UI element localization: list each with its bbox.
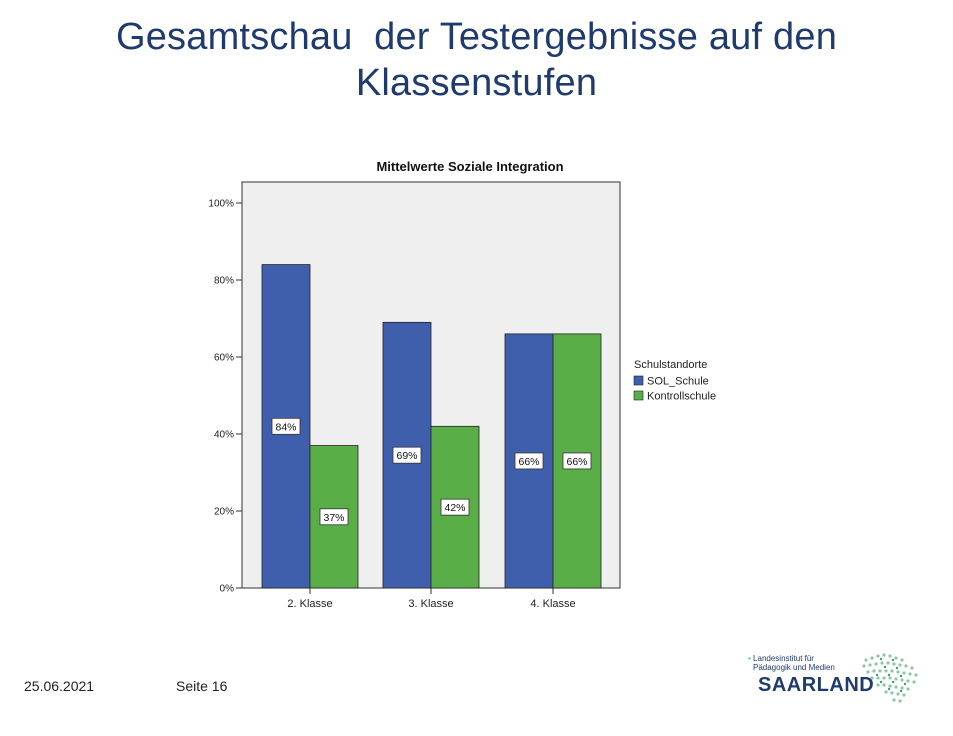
x-tick-label: 3. Klasse [408, 598, 453, 610]
saarland-map-icon [862, 653, 918, 703]
legend-title: Schulstandorte [634, 359, 707, 371]
logo-dot-icon: • [748, 654, 751, 663]
x-axis: 2. Klasse 3. Klasse 4. Klasse [287, 588, 576, 610]
data-label-box [319, 508, 349, 526]
y-tick-label: 100% [208, 199, 234, 210]
y-tick-label: 80% [214, 276, 234, 287]
data-label-text: 37% [323, 512, 344, 524]
footer-date: 25.06.2021 [24, 678, 95, 694]
chart-title: Mittelwerte Soziale Integration [376, 159, 563, 174]
logo-subtitle-line-2: Pädagogik und Medien [753, 663, 835, 672]
y-tick-label: 0% [220, 584, 235, 595]
data-label-text: 66% [518, 456, 539, 468]
y-tick-label: 60% [214, 353, 234, 364]
legend-item-label: SOL_Schule [647, 376, 709, 388]
y-tick-label: 20% [214, 507, 234, 518]
y-axis: 0% 20% 40% 60% 80% 100% [208, 199, 242, 595]
x-tick-label: 4. Klasse [530, 598, 575, 610]
footer-page-number: Seite 16 [176, 678, 228, 694]
slide-title: Gesamtschau der Testergebnisse auf den K… [0, 14, 953, 106]
data-label: 84% [271, 417, 301, 435]
data-label-text: 42% [444, 502, 465, 514]
legend: Schulstandorte SOL_Schule Kontrollschule [633, 359, 716, 403]
data-label: 66% [562, 452, 592, 470]
data-label-text: 84% [275, 421, 296, 433]
y-tick-label: 40% [214, 430, 234, 441]
data-label: 37% [319, 508, 349, 526]
slide-title-line-2: Klassenstufen [355, 62, 598, 104]
data-label: 42% [440, 498, 470, 516]
legend-swatch [633, 375, 644, 386]
data-label-box [562, 452, 592, 470]
x-tick-label: 2. Klasse [287, 598, 332, 610]
legend-item-label: Kontrollschule [647, 391, 716, 403]
data-labels: 84% 37% 69% 42% 66% 66% [271, 417, 592, 526]
logo-name: SAARLAND [758, 674, 875, 696]
data-label-text: 66% [566, 456, 587, 468]
data-label-box [440, 498, 470, 516]
bars [261, 264, 602, 589]
data-label-box [392, 446, 422, 464]
data-label-text: 69% [396, 450, 417, 462]
saarland-logo: • Landesinstitut für Pädagogik und Medie… [748, 650, 928, 710]
data-label: 66% [514, 452, 544, 470]
data-label-box [514, 452, 544, 470]
logo-subtitle-line-1: Landesinstitut für [753, 654, 814, 663]
logo-subtitle: • Landesinstitut für Pädagogik und Medie… [748, 654, 835, 672]
data-label-box [271, 417, 301, 435]
slide-title-line-1: Gesamtschau der Testergebnisse auf den [115, 16, 838, 58]
legend-swatch [633, 390, 644, 401]
data-label: 69% [392, 446, 422, 464]
